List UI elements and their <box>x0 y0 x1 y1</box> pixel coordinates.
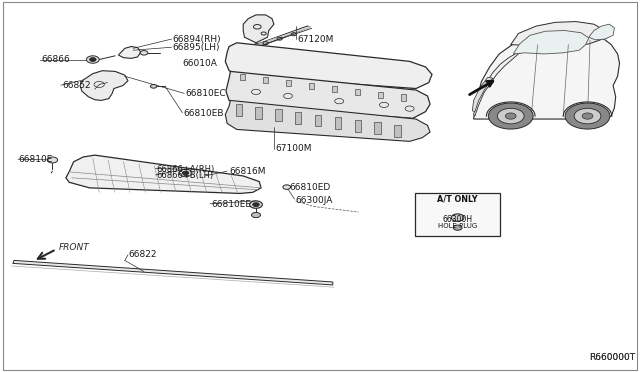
Text: R660000T: R660000T <box>589 353 635 362</box>
Text: 66810ED: 66810ED <box>289 183 330 192</box>
Circle shape <box>497 108 524 124</box>
Circle shape <box>574 108 601 124</box>
Circle shape <box>488 103 533 129</box>
Polygon shape <box>394 125 401 137</box>
Circle shape <box>283 185 291 189</box>
Text: A/T ONLY: A/T ONLY <box>437 194 478 203</box>
Circle shape <box>506 113 516 119</box>
Text: 66810E: 66810E <box>18 155 52 164</box>
Polygon shape <box>263 77 268 83</box>
Text: 66300JA: 66300JA <box>296 196 333 205</box>
Polygon shape <box>295 112 301 124</box>
Polygon shape <box>255 26 310 46</box>
Text: 66866+A(RH): 66866+A(RH) <box>157 165 215 174</box>
Polygon shape <box>225 43 432 89</box>
Polygon shape <box>355 89 360 95</box>
Polygon shape <box>255 107 262 119</box>
Text: 67100M: 67100M <box>275 144 312 153</box>
Polygon shape <box>355 120 361 132</box>
Text: HOLE PLUG: HOLE PLUG <box>438 223 477 229</box>
FancyBboxPatch shape <box>415 193 500 236</box>
Text: 66300H: 66300H <box>442 215 473 224</box>
Text: R660000T: R660000T <box>589 353 635 362</box>
Circle shape <box>140 51 148 55</box>
Polygon shape <box>335 117 341 129</box>
Polygon shape <box>378 92 383 98</box>
Polygon shape <box>374 122 381 134</box>
Polygon shape <box>286 80 291 86</box>
Circle shape <box>253 203 259 206</box>
Text: 66866: 66866 <box>42 55 70 64</box>
Polygon shape <box>225 100 430 141</box>
Circle shape <box>182 171 189 175</box>
Polygon shape <box>589 24 614 40</box>
Polygon shape <box>13 260 333 285</box>
Circle shape <box>86 56 99 63</box>
Circle shape <box>453 225 462 230</box>
Polygon shape <box>309 83 314 89</box>
Text: 66895(LH): 66895(LH) <box>173 43 220 52</box>
Text: 66810EC: 66810EC <box>186 89 226 98</box>
Text: 66816M: 66816M <box>229 167 266 176</box>
Circle shape <box>150 84 157 88</box>
Circle shape <box>252 212 260 218</box>
Polygon shape <box>332 86 337 92</box>
Text: 67120M: 67120M <box>298 35 334 44</box>
Text: 66852: 66852 <box>63 81 92 90</box>
Polygon shape <box>474 51 525 116</box>
Text: 66822: 66822 <box>128 250 157 259</box>
Circle shape <box>565 103 610 129</box>
Text: 66010A: 66010A <box>182 59 217 68</box>
Text: 66810EE: 66810EE <box>211 200 252 209</box>
Polygon shape <box>236 104 242 116</box>
Polygon shape <box>472 77 493 112</box>
Polygon shape <box>401 94 406 101</box>
Polygon shape <box>226 71 430 118</box>
Polygon shape <box>511 22 608 47</box>
Text: 66866+B(LH): 66866+B(LH) <box>157 171 214 180</box>
Circle shape <box>582 113 593 119</box>
Polygon shape <box>66 155 261 193</box>
Text: 66810EB: 66810EB <box>184 109 224 118</box>
Text: FRONT: FRONT <box>59 243 90 252</box>
Polygon shape <box>275 109 282 121</box>
Polygon shape <box>315 115 321 126</box>
Circle shape <box>179 169 192 177</box>
Text: 66894(RH): 66894(RH) <box>173 35 221 44</box>
Circle shape <box>90 58 96 61</box>
Circle shape <box>47 157 58 163</box>
Polygon shape <box>118 46 141 58</box>
Polygon shape <box>240 74 245 80</box>
Circle shape <box>451 214 464 221</box>
Polygon shape <box>474 30 620 119</box>
Polygon shape <box>243 15 274 43</box>
Polygon shape <box>513 31 589 54</box>
Polygon shape <box>80 71 128 100</box>
Circle shape <box>250 201 262 208</box>
